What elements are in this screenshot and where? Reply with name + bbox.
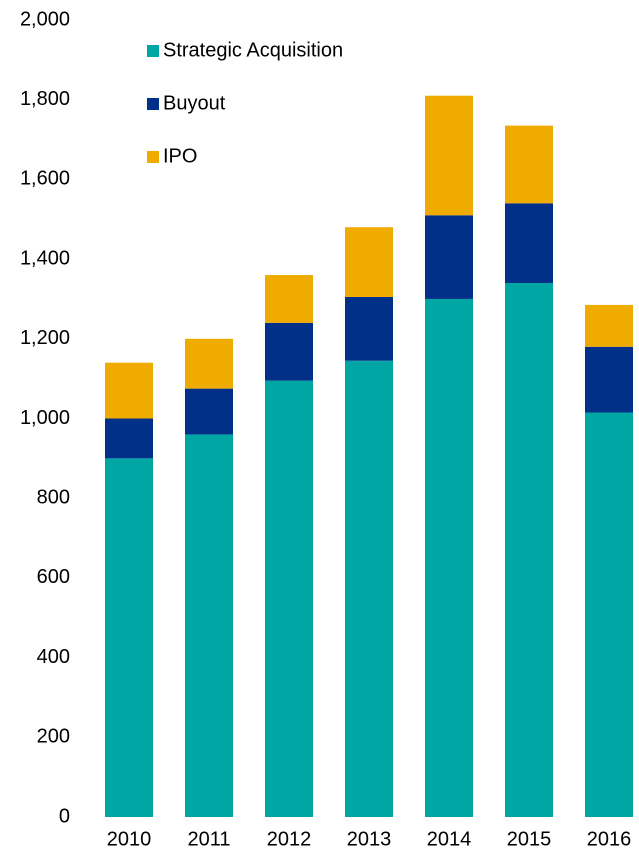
bar-segment bbox=[505, 283, 553, 817]
bar-segment bbox=[185, 338, 233, 389]
x-tick-label: 2014 bbox=[427, 828, 472, 850]
x-tick-label: 2010 bbox=[107, 828, 152, 850]
bar-segment bbox=[425, 95, 473, 216]
y-tick-label: 0 bbox=[59, 805, 70, 827]
bar-segment bbox=[185, 434, 233, 817]
bar-segment bbox=[505, 125, 553, 204]
y-tick-label: 1,000 bbox=[20, 407, 70, 429]
bar-segment bbox=[425, 298, 473, 817]
bar-segment bbox=[425, 215, 473, 299]
y-tick-label: 800 bbox=[37, 486, 70, 508]
legend-label: IPO bbox=[163, 145, 197, 167]
bar-segment bbox=[345, 227, 393, 297]
y-tick-label: 1,400 bbox=[20, 247, 70, 269]
x-tick-label: 2015 bbox=[507, 828, 552, 850]
bar-segment bbox=[105, 458, 153, 817]
y-tick-label: 400 bbox=[37, 646, 70, 668]
x-tick-label: 2013 bbox=[347, 828, 392, 850]
y-tick-label: 2,000 bbox=[20, 8, 70, 30]
y-tick-label: 1,800 bbox=[20, 88, 70, 110]
bar-segment bbox=[585, 412, 633, 817]
x-tick-label: 2016 bbox=[587, 828, 632, 850]
y-tick-label: 1,200 bbox=[20, 327, 70, 349]
bar-segment bbox=[505, 203, 553, 284]
legend-swatch bbox=[147, 151, 159, 163]
bar-segment bbox=[265, 275, 313, 323]
bar-segment bbox=[265, 322, 313, 381]
legend-label: Buyout bbox=[163, 92, 226, 114]
bar-segment bbox=[185, 388, 233, 435]
y-tick-label: 1,600 bbox=[20, 168, 70, 190]
y-tick-label: 600 bbox=[37, 566, 70, 588]
bar-segment bbox=[585, 346, 633, 413]
legend-label: Strategic Acquisition bbox=[163, 39, 343, 61]
bar-segment bbox=[105, 418, 153, 459]
x-tick-label: 2011 bbox=[187, 828, 230, 850]
y-tick-label: 200 bbox=[37, 726, 70, 748]
legend-swatch bbox=[147, 98, 159, 110]
bar-segment bbox=[585, 304, 633, 347]
bar-segment bbox=[105, 362, 153, 419]
bar-segment bbox=[265, 380, 313, 817]
bar-segment bbox=[345, 296, 393, 361]
legend-swatch bbox=[147, 45, 159, 57]
bar-segment bbox=[345, 360, 393, 817]
x-tick-label: 2012 bbox=[267, 828, 312, 850]
